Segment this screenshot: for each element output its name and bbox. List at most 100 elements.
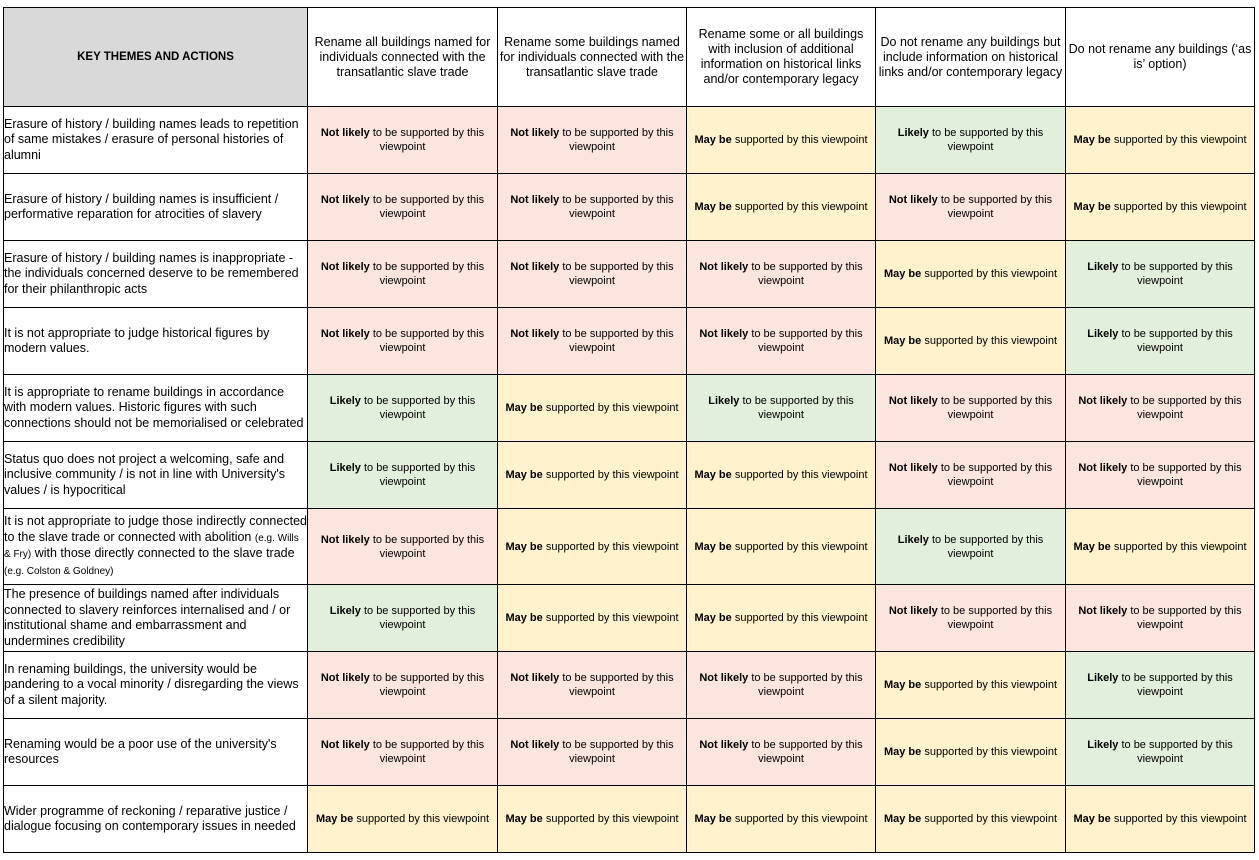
- support-level: Not likely: [510, 328, 560, 340]
- support-level: May be: [315, 813, 354, 825]
- support-level: May be: [505, 469, 543, 481]
- key-themes-header: KEY THEMES AND ACTIONS: [3, 7, 308, 107]
- support-cell-not-likely: Not likely to be supported by this viewp…: [307, 173, 498, 241]
- theme-text: with those directly connected to the sla…: [31, 546, 295, 560]
- support-cell-not-likely: Not likely to be supported by this viewp…: [497, 651, 687, 719]
- support-level: May be: [1073, 540, 1111, 553]
- support-level: May be: [505, 813, 543, 825]
- support-level: May be: [1073, 813, 1111, 825]
- table-row: It is appropriate to rename buildings in…: [3, 374, 1255, 442]
- support-level: May be: [694, 540, 732, 553]
- table-row: Renaming would be a poor use of the univ…: [3, 718, 1255, 786]
- support-level: Likely: [897, 127, 929, 139]
- theme-cell: Wider programme of reckoning / reparativ…: [3, 785, 308, 853]
- support-cell-not-likely: Not likely to be supported by this viewp…: [497, 240, 687, 308]
- support-level: Not likely: [699, 261, 749, 273]
- support-cell-not-likely: Not likely to be supported by this viewp…: [497, 173, 687, 241]
- support-text: to be supported by this viewpoint: [369, 328, 485, 354]
- option-header-rename-all: Rename all buildings named for individua…: [307, 7, 498, 107]
- support-cell-not-likely: Not likely to be supported by this viewp…: [686, 718, 876, 786]
- support-level: May be: [883, 679, 922, 691]
- support-cell-may-be: May be supported by this viewpoint: [1065, 785, 1255, 853]
- support-cell-may-be: May be supported by this viewpoint: [686, 441, 876, 509]
- theme-cell: The presence of buildings named after in…: [3, 584, 308, 652]
- support-cell-may-be: May be supported by this viewpoint: [686, 508, 876, 585]
- support-level: Not likely: [699, 328, 749, 340]
- support-level: Likely: [329, 462, 361, 474]
- support-cell-may-be: May be supported by this viewpoint: [497, 441, 687, 509]
- support-level: May be: [883, 268, 922, 280]
- support-cell-may-be: May be supported by this viewpoint: [497, 785, 687, 853]
- support-level: May be: [1073, 201, 1111, 213]
- support-cell-likely: Likely to be supported by this viewpoint: [307, 441, 498, 509]
- support-cell-not-likely: Not likely to be supported by this viewp…: [686, 240, 876, 308]
- support-cell-likely: Likely to be supported by this viewpoint: [686, 374, 876, 442]
- theme-text: It is not appropriate to judge those ind…: [4, 514, 307, 544]
- theme-example: (e.g. Colston & Goldney): [4, 565, 114, 577]
- support-text: to be supported by this viewpoint: [748, 261, 863, 287]
- support-cell-may-be: May be supported by this viewpoint: [497, 374, 687, 442]
- support-level: Not likely: [320, 533, 370, 546]
- support-level: Not likely: [699, 739, 749, 751]
- support-text: to be supported by this viewpoint: [1118, 672, 1233, 698]
- support-level: Not likely: [1078, 462, 1128, 474]
- table-row: It is not appropriate to judge historica…: [3, 307, 1255, 375]
- support-level: Not likely: [888, 462, 938, 474]
- support-level: May be: [1073, 134, 1111, 146]
- support-text: to be supported by this viewpoint: [937, 395, 1053, 421]
- support-cell-may-be: May be supported by this viewpoint: [1065, 173, 1255, 241]
- support-text: to be supported by this viewpoint: [559, 261, 674, 287]
- support-level: Not likely: [320, 328, 370, 340]
- support-cell-not-likely: Not likely to be supported by this viewp…: [875, 173, 1066, 241]
- support-text: supported by this viewpoint: [921, 813, 1058, 825]
- support-text: supported by this viewpoint: [731, 540, 868, 553]
- support-cell-not-likely: Not likely to be supported by this viewp…: [875, 441, 1066, 509]
- support-text: supported by this viewpoint: [542, 469, 679, 481]
- support-cell-may-be: May be supported by this viewpoint: [307, 785, 498, 853]
- support-cell-not-likely: Not likely to be supported by this viewp…: [686, 307, 876, 375]
- support-level: Not likely: [888, 605, 938, 617]
- support-level: Not likely: [320, 672, 370, 684]
- theme-cell: Renaming would be a poor use of the univ…: [3, 718, 308, 786]
- support-text: to be supported by this viewpoint: [559, 328, 674, 354]
- table-row: In renaming buildings, the university wo…: [3, 651, 1255, 719]
- support-text: to be supported by this viewpoint: [748, 328, 863, 354]
- support-level: May be: [883, 746, 922, 758]
- theme-cell: It is not appropriate to judge those ind…: [3, 508, 308, 585]
- support-cell-not-likely: Not likely to be supported by this viewp…: [307, 240, 498, 308]
- support-text: supported by this viewpoint: [542, 540, 679, 553]
- support-text: supported by this viewpoint: [731, 612, 868, 624]
- support-cell-may-be: May be supported by this viewpoint: [686, 584, 876, 652]
- support-level: Not likely: [510, 127, 560, 139]
- support-cell-not-likely: Not likely to be supported by this viewp…: [307, 307, 498, 375]
- support-level: Likely: [329, 605, 361, 617]
- support-level: Likely: [708, 395, 740, 407]
- support-cell-not-likely: Not likely to be supported by this viewp…: [875, 584, 1066, 652]
- support-text: to be supported by this viewpoint: [369, 739, 485, 765]
- support-text: supported by this viewpoint: [1110, 201, 1247, 213]
- support-level: May be: [694, 612, 732, 624]
- support-level: Likely: [1087, 261, 1119, 273]
- support-cell-not-likely: Not likely to be supported by this viewp…: [307, 106, 498, 174]
- support-text: to be supported by this viewpoint: [360, 395, 476, 421]
- support-cell-likely: Likely to be supported by this viewpoint: [875, 508, 1066, 585]
- support-level: Not likely: [320, 194, 370, 206]
- support-text: supported by this viewpoint: [1110, 813, 1247, 825]
- support-text: to be supported by this viewpoint: [1127, 462, 1242, 488]
- support-cell-likely: Likely to be supported by this viewpoint: [1065, 240, 1255, 308]
- option-header-rename-with-info: Rename some or all buildings with inclus…: [686, 7, 876, 107]
- support-text: to be supported by this viewpoint: [739, 395, 854, 421]
- support-cell-not-likely: Not likely to be supported by this viewp…: [497, 307, 687, 375]
- option-header-as-is: Do not rename any buildings (‘as is’ opt…: [1065, 7, 1255, 107]
- support-level: May be: [694, 201, 732, 213]
- support-text: to be supported by this viewpoint: [369, 672, 485, 698]
- support-cell-likely: Likely to be supported by this viewpoint: [1065, 718, 1255, 786]
- support-text: to be supported by this viewpoint: [748, 672, 863, 698]
- support-text: supported by this viewpoint: [1110, 134, 1247, 146]
- support-cell-may-be: May be supported by this viewpoint: [875, 651, 1066, 719]
- support-level: May be: [883, 335, 922, 347]
- support-level: Not likely: [320, 127, 370, 139]
- support-level: May be: [694, 134, 732, 146]
- support-cell-likely: Likely to be supported by this viewpoint: [875, 106, 1066, 174]
- support-text: to be supported by this viewpoint: [360, 605, 476, 631]
